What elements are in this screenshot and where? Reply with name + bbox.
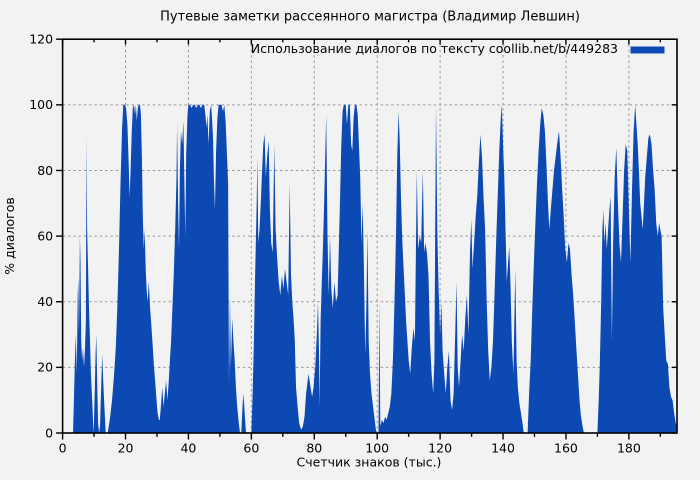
legend-label: Использование диалогов по тексту coollib… <box>251 41 618 56</box>
x-tick-label: 100 <box>365 441 389 456</box>
x-axis-label: Счетчик знаков (тыс.) <box>297 455 442 470</box>
x-tick-label: 80 <box>306 441 322 456</box>
x-tick-label: 20 <box>118 441 134 456</box>
y-tick-label: 80 <box>37 163 53 178</box>
x-tick-label: 140 <box>491 441 515 456</box>
x-tick-label: 120 <box>428 441 452 456</box>
y-axis-label: % диалогов <box>2 197 17 275</box>
x-tick-label: 0 <box>59 441 67 456</box>
x-tick-label: 160 <box>554 441 578 456</box>
axis-ticks <box>56 38 677 440</box>
x-tick-label: 60 <box>243 441 259 456</box>
x-tick-label: 40 <box>180 441 196 456</box>
chart-title: Путевые заметки рассеянного магистра (Вл… <box>160 10 580 25</box>
y-tick-label: 100 <box>29 97 53 112</box>
y-tick-label: 40 <box>37 294 53 309</box>
y-tick-labels: 0 20 40 60 80 100 120 <box>29 32 53 441</box>
y-tick-label: 120 <box>29 32 53 47</box>
data-series-area <box>73 104 677 434</box>
y-tick-label: 0 <box>45 425 53 440</box>
legend-swatch <box>630 46 665 54</box>
x-tick-label: 180 <box>617 441 641 456</box>
y-tick-label: 60 <box>37 228 53 243</box>
x-tick-labels: 0 20 40 60 80 100 120 140 160 180 <box>59 441 641 456</box>
y-tick-label: 20 <box>37 360 53 375</box>
